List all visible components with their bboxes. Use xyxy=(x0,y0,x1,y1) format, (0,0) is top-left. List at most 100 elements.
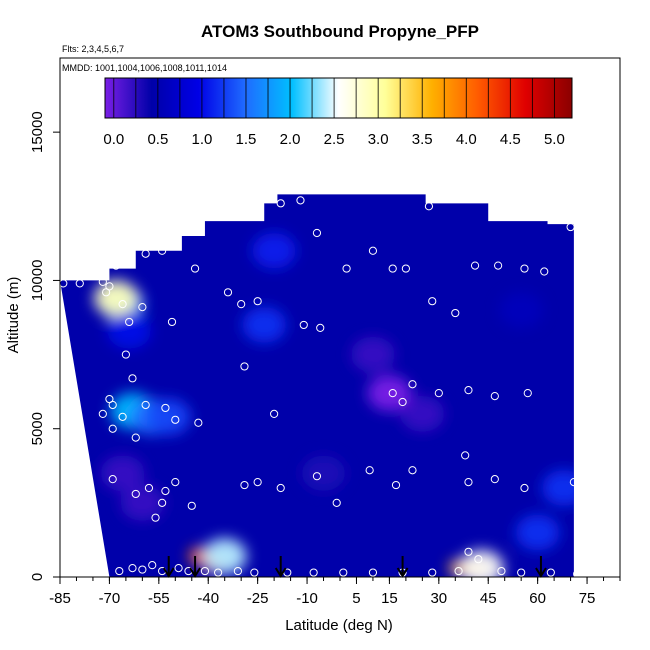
sample-point xyxy=(497,566,506,576)
flights-subtitle: Flts: 2,3,4,5,6,7 xyxy=(62,44,124,54)
sample-point xyxy=(128,564,137,573)
profile-arrow-head xyxy=(189,567,201,578)
sample-point xyxy=(470,261,480,270)
x-tick-label: 45 xyxy=(480,590,497,607)
chart-title: ATOM3 Southbound Propyne_PFP xyxy=(201,22,479,41)
sample-point xyxy=(118,300,127,309)
sample-point xyxy=(569,477,578,487)
field-blob-22 xyxy=(499,292,544,329)
sample-point xyxy=(171,415,180,424)
sample-point xyxy=(141,249,150,258)
sample-point xyxy=(474,555,483,564)
colorbar-tick-label: 0.5 xyxy=(147,131,168,148)
sample-point xyxy=(388,264,397,273)
sample-point xyxy=(108,424,117,433)
sample-point xyxy=(108,400,117,410)
sample-point xyxy=(566,222,575,232)
x-axis-label: Latitude (deg N) xyxy=(285,617,393,634)
field-blob-14 xyxy=(242,306,287,343)
sample-point xyxy=(200,566,210,576)
sample-point xyxy=(517,568,526,577)
concentration-field xyxy=(60,194,574,577)
sample-point xyxy=(161,403,170,413)
x-tick-label: -70 xyxy=(99,590,121,607)
sample-point xyxy=(75,279,84,288)
sample-point xyxy=(520,264,529,273)
sample-point xyxy=(151,513,160,522)
sample-point xyxy=(434,389,443,398)
x-tick-label: 75 xyxy=(579,590,596,607)
colorbar-tick-label: 3.5 xyxy=(412,131,433,148)
field-blob-7 xyxy=(120,484,165,521)
sample-point xyxy=(214,568,223,577)
sample-point xyxy=(174,564,183,573)
field-blob-20 xyxy=(542,470,574,507)
sample-point xyxy=(108,475,117,484)
sample-point xyxy=(171,477,180,487)
sample-point xyxy=(391,480,401,490)
x-tick-label: 5 xyxy=(352,590,360,607)
sample-point xyxy=(131,433,140,442)
sample-point xyxy=(296,196,305,205)
sample-point xyxy=(240,480,249,490)
sample-point xyxy=(428,297,437,306)
colorbar-tick-label: 0.0 xyxy=(103,131,124,148)
y-tick-label: 15000 xyxy=(29,111,46,153)
sample-point xyxy=(121,350,130,359)
sample-point xyxy=(316,323,325,332)
axes: -85 -70 -55 -40 -25 -10 5 15 30 45 60 75 0 5000 10000 1… xyxy=(29,57,621,607)
sample-point xyxy=(223,288,233,297)
colorbar-tick-label: 5.0 xyxy=(544,131,565,148)
y-tick-label: 10000 xyxy=(29,260,46,302)
sample-point xyxy=(454,566,463,576)
x-tick-label: 60 xyxy=(529,590,546,607)
sample-point xyxy=(240,362,249,371)
sample-point xyxy=(194,418,203,427)
sample-point xyxy=(98,277,107,287)
sample-point xyxy=(398,397,407,407)
sample-point xyxy=(368,246,378,255)
sample-point xyxy=(339,568,348,577)
colorbar-tick-label: 2.0 xyxy=(280,131,301,148)
sample-point xyxy=(138,303,147,312)
field-blob-5 xyxy=(146,398,191,435)
sample-point xyxy=(141,400,150,410)
field-blob-13 xyxy=(459,550,504,577)
x-tick-label: -25 xyxy=(247,590,269,607)
y-tick-label: 5000 xyxy=(29,412,46,445)
x-tick-label: -55 xyxy=(148,590,170,607)
sample-point xyxy=(332,498,341,507)
sample-point xyxy=(190,264,200,273)
sample-point xyxy=(233,566,242,576)
field-blob-19 xyxy=(515,514,560,551)
sample-point xyxy=(98,409,107,418)
profile-arrow-head xyxy=(396,567,409,578)
sample-point xyxy=(111,261,121,270)
sample-point xyxy=(299,320,308,330)
sample-point xyxy=(115,566,124,576)
sample-point xyxy=(464,386,473,395)
colorbar-tick-label: 4.5 xyxy=(500,131,521,148)
field-background xyxy=(60,194,574,577)
field-blob-1 xyxy=(94,280,138,317)
sample-point xyxy=(158,246,167,255)
sample-point xyxy=(342,264,351,273)
colorbar-tick-label: 3.0 xyxy=(368,131,389,148)
y-axis-label: Altitude (m) xyxy=(5,277,22,354)
colorbar: 0.0 0.5 1.0 1.5 2.0 2.5 3.0 3.5 4.0 4.5 5.0 xyxy=(103,77,573,148)
sample-point xyxy=(523,389,532,398)
field-blob-2 xyxy=(107,312,152,349)
x-tick-label: -10 xyxy=(296,590,318,607)
sample-point xyxy=(312,472,322,481)
x-tick-label: -40 xyxy=(197,590,219,607)
sample-point xyxy=(167,317,177,327)
sample-point xyxy=(494,261,503,270)
sample-point xyxy=(540,267,549,276)
dates-subtitle: MMDD: 1001,1004,1006,1008,1011,1014 xyxy=(62,63,227,73)
sample-point xyxy=(461,451,470,460)
x-tick-label: -85 xyxy=(49,590,71,607)
sample-point xyxy=(102,288,111,297)
sample-point xyxy=(424,202,434,211)
sample-point xyxy=(464,477,473,487)
